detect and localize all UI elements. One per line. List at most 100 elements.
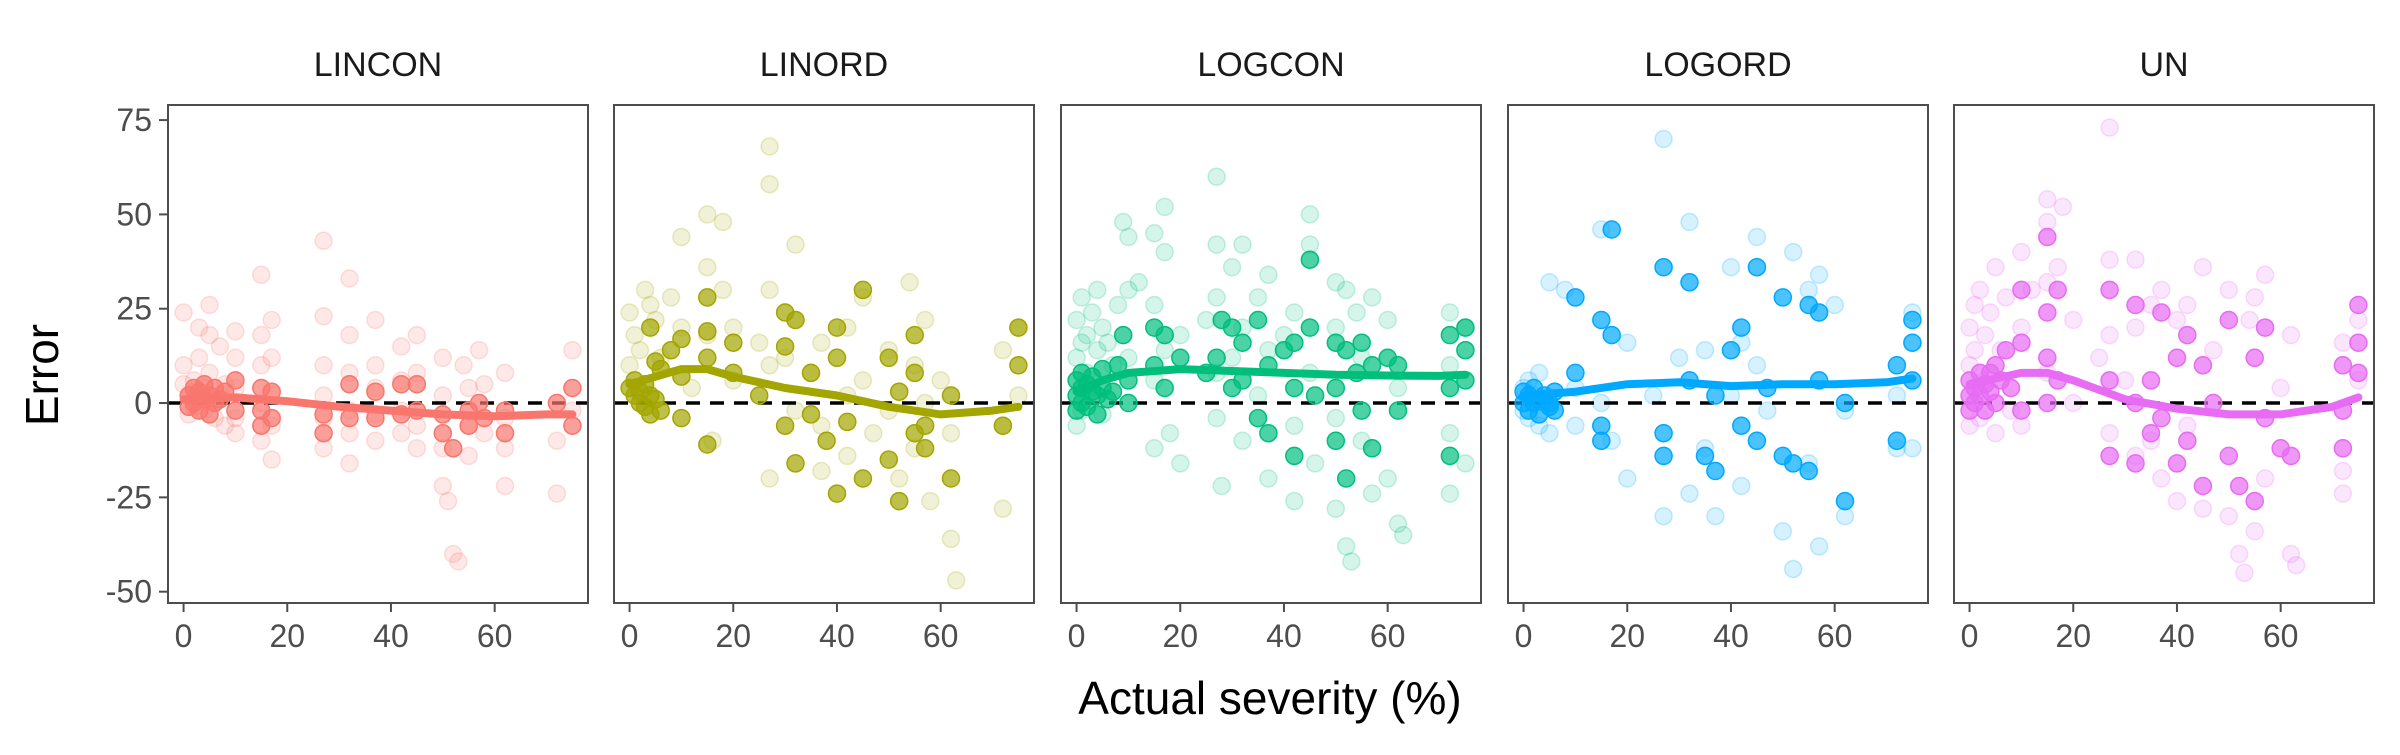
data-point [1072,288,1091,307]
data-point-emphasized [817,431,836,451]
data-point [1440,423,1460,443]
data-point [2271,378,2290,398]
data-point-emphasized [2245,491,2264,511]
data-point-emphasized [1285,446,1304,466]
data-point [1305,454,1325,473]
data-point-emphasized [2141,371,2161,390]
data-point [2245,288,2264,307]
data-point [2152,469,2171,488]
data-point-emphasized [879,348,899,368]
data-point [1732,476,1751,496]
data-point [189,318,209,337]
data-point [1393,525,1413,545]
data-point [921,491,940,511]
data-point [1171,454,1190,473]
data-point-emphasized [1155,325,1174,345]
data-point [174,356,193,375]
data-point [2240,310,2259,330]
data-point [1783,242,1803,262]
data-point-emphasized [1602,325,1621,345]
data-point [1695,340,1715,360]
data-point-emphasized [2349,295,2368,315]
data-point [2281,544,2301,564]
data-point [438,491,458,511]
data-point [1098,333,1117,352]
data-point [1654,506,1673,526]
data-point-emphasized [1903,310,1922,330]
x-tick-label: 40 [1266,618,1302,654]
x-axis-title: Actual severity (%) [1078,672,1461,724]
data-point [2235,563,2254,583]
data-point-emphasized [2349,363,2368,383]
data-point-emphasized [1721,340,1741,360]
data-point [1986,423,2005,443]
data-point [475,374,494,394]
data-point [1680,212,1699,232]
data-point-emphasized [2012,280,2031,300]
data-point [1747,227,1767,247]
data-point [495,363,515,383]
data-point-emphasized [672,329,691,349]
data-point [563,340,582,360]
data-point [366,310,385,330]
y-tick-label: 25 [116,291,152,327]
data-point [174,303,193,322]
data-point [1540,273,1559,292]
data-point-emphasized [1887,431,1907,451]
data-point-emphasized [407,374,427,394]
data-point-emphasized [1566,288,1585,307]
data-point [210,337,230,356]
data-point-emphasized [724,333,743,352]
data-point-emphasized [2349,333,2368,352]
panel-border [1953,104,2375,604]
data-point-emphasized [443,439,463,458]
data-point-emphasized [915,416,935,435]
data-point [495,476,515,496]
data-point-emphasized [547,393,567,413]
data-point [812,461,831,481]
data-point [454,356,473,375]
x-tick-label: 0 [621,618,639,654]
data-point-emphasized [2048,280,2067,300]
x-tick-label: 0 [1068,618,1086,654]
data-point-emphasized [1695,446,1715,466]
data-point [1960,318,1979,337]
data-point-emphasized [905,325,924,345]
data-point [340,325,359,345]
data-point [1669,348,1689,368]
data-point [641,295,660,315]
data-point-emphasized [879,450,899,469]
data-point-emphasized [1388,401,1408,420]
data-point [459,446,478,466]
data-point-emphasized [2333,356,2353,375]
x-tick-label: 40 [1713,618,1749,654]
data-point-emphasized [563,378,582,398]
data-point [547,431,567,451]
data-point-emphasized [2038,303,2057,322]
facet-title: LINORD [760,46,888,84]
data-point [189,348,209,368]
data-point [1145,224,1164,243]
data-point-emphasized [1654,257,1673,277]
facet-logcon: LOGCON 0 20 40 60 [1060,46,1482,654]
data-point-emphasized [1440,378,1460,398]
y-tick-label: -50 [106,574,152,610]
data-point [1077,325,1097,345]
data-point-emphasized [2038,348,2057,368]
data-point [433,348,453,368]
facet-title: UN [2139,46,2188,84]
data-point [1155,197,1174,217]
data-point [1965,295,1984,315]
data-point-emphasized [1088,405,1107,424]
data-point-emphasized [698,348,717,368]
data-point-emphasized [775,416,795,435]
x-tick-label: 0 [1515,618,1533,654]
data-point [661,288,681,307]
data-point [760,280,779,300]
data-point-emphasized [1207,348,1226,368]
data-point [946,571,966,590]
data-point-emphasized [1545,401,1564,420]
data-point [1129,273,1149,292]
data-point [1259,265,1278,285]
data-point [1155,242,1174,262]
